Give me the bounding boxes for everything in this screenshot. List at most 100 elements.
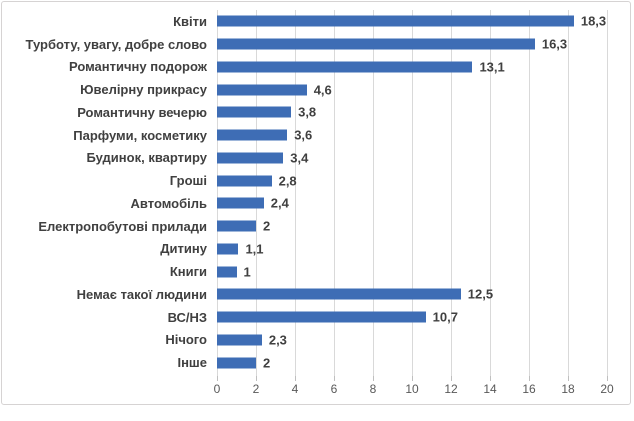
category-label: Будинок, квартиру: [86, 150, 207, 166]
chart-row: Немає такої людини 12,5: [2, 283, 630, 306]
bar-track: 2: [217, 215, 607, 238]
category-label: Ювелірну прикрасу: [80, 82, 207, 98]
chart-row: Інше 2: [2, 351, 630, 374]
x-axis-tick-label: 18: [561, 382, 575, 396]
value-label: 2,4: [270, 195, 289, 211]
category-label: Інше: [177, 355, 207, 371]
bar-track: 2,8: [217, 169, 607, 192]
category-label: Романтичну подорож: [69, 59, 207, 75]
x-axis-tick-mark: [216, 376, 218, 381]
x-axis-tick-label: 8: [369, 382, 377, 396]
x-axis-tick-mark: [411, 376, 413, 381]
bar: [217, 61, 473, 73]
category-label: Гроші: [169, 173, 207, 189]
x-axis-tick-label: 14: [483, 382, 497, 396]
x-axis-tick-mark: [528, 376, 530, 381]
x-axis-tick-mark: [450, 376, 452, 381]
category-label: Дитину: [160, 241, 207, 257]
x-axis-tick-label: 12: [444, 382, 458, 396]
category-label: Нічого: [165, 332, 207, 348]
chart-row: Романтичну вечерю 3,8: [2, 101, 630, 124]
bar: [217, 152, 284, 164]
bar: [217, 15, 574, 27]
value-label: 1: [243, 264, 251, 280]
bar-track: 2,4: [217, 192, 607, 215]
x-axis-tick-label: 16: [522, 382, 536, 396]
value-label: 16,3: [541, 36, 568, 52]
value-label: 3,8: [298, 104, 317, 120]
bar-track: 3,8: [217, 101, 607, 124]
value-label: 3,4: [290, 150, 309, 166]
x-axis-tick-label: 10: [405, 382, 419, 396]
bar-track: 10,7: [217, 306, 607, 329]
x-axis-tick-mark: [606, 376, 608, 381]
value-label: 2: [263, 218, 271, 234]
category-label: Книги: [169, 264, 207, 280]
bar-track: 1: [217, 260, 607, 283]
bar-track: 3,6: [217, 124, 607, 147]
x-axis-tick-mark: [489, 376, 491, 381]
x-axis-tick-label: 0: [213, 382, 221, 396]
bar: [217, 243, 239, 255]
category-label: Автомобіль: [130, 195, 207, 211]
value-label: 10,7: [432, 309, 458, 325]
bar: [217, 288, 461, 300]
bar: [217, 266, 237, 278]
category-label: Немає такої людини: [76, 286, 207, 302]
bar-track: 2,3: [217, 329, 607, 352]
bar: [217, 175, 272, 187]
value-label: 1,1: [245, 241, 264, 257]
bar-track: 4,6: [217, 78, 607, 101]
chart-row: Будинок, квартиру 3,4: [2, 147, 630, 170]
bar-track: 3,4: [217, 147, 607, 170]
chart-row: Ювелірну прикрасу 4,6: [2, 78, 630, 101]
x-axis-tick-mark: [372, 376, 374, 381]
category-label: Парфуми, косметику: [73, 127, 207, 143]
value-label: 12,5: [467, 286, 494, 302]
bar: [217, 38, 535, 50]
bar: [217, 197, 264, 209]
x-axis-tick-label: 4: [291, 382, 299, 396]
value-label: 3,6: [294, 127, 313, 143]
bar-chart: Квіти 18,3 Турботу, увагу, добре слово 16,3…: [1, 1, 631, 405]
value-label: 4,6: [313, 82, 332, 98]
value-label: 2: [263, 355, 271, 371]
bar-track: 12,5: [217, 283, 607, 306]
x-axis-tick-mark: [255, 376, 257, 381]
x-axis-tick-label: 20: [600, 382, 614, 396]
bar: [217, 106, 292, 118]
chart-row: Квіти 18,3: [2, 10, 630, 33]
value-label: 18,3: [580, 13, 607, 29]
chart-row: Електропобутові прилади 2: [2, 215, 630, 238]
bar-track: 1,1: [217, 238, 607, 261]
value-label: 13,1: [479, 59, 505, 75]
bar: [217, 334, 262, 346]
x-axis-tick-label: 2: [252, 382, 260, 396]
bar-track: 18,3: [217, 10, 607, 33]
bar-track: 2: [217, 351, 607, 374]
chart-row: Дитину 1,1: [2, 238, 630, 261]
chart-row: ВС/НЗ 10,7: [2, 306, 630, 329]
category-label: Електропобутові прилади: [38, 218, 207, 234]
chart-row: Турботу, увагу, добре слово 16,3: [2, 33, 630, 56]
bar-track: 13,1: [217, 56, 607, 79]
value-label: 2,8: [278, 173, 297, 189]
bar-track: 16,3: [217, 33, 607, 56]
x-axis-tick-mark: [333, 376, 335, 381]
bar: [217, 84, 307, 96]
value-label: 2,3: [268, 332, 287, 348]
chart-rows: Квіти 18,3 Турботу, увагу, добре слово 16,3…: [2, 10, 630, 374]
chart-row: Романтичну подорож 13,1: [2, 56, 630, 79]
category-label: Турботу, увагу, добре слово: [25, 36, 207, 52]
x-axis: 0 2 4 6 8 10 12 14 16 18 20: [213, 376, 614, 400]
category-label: Романтичну вечерю: [77, 104, 207, 120]
chart-row: Автомобіль 2,4: [2, 192, 630, 215]
chart-row: Гроші 2,8: [2, 169, 630, 192]
category-label: ВС/НЗ: [167, 309, 207, 325]
x-axis-tick-label: 6: [330, 382, 338, 396]
chart-row: Книги 1: [2, 260, 630, 283]
bar: [217, 129, 288, 141]
bar: [217, 311, 426, 323]
bar: [217, 357, 256, 369]
category-label: Квіти: [173, 13, 207, 29]
